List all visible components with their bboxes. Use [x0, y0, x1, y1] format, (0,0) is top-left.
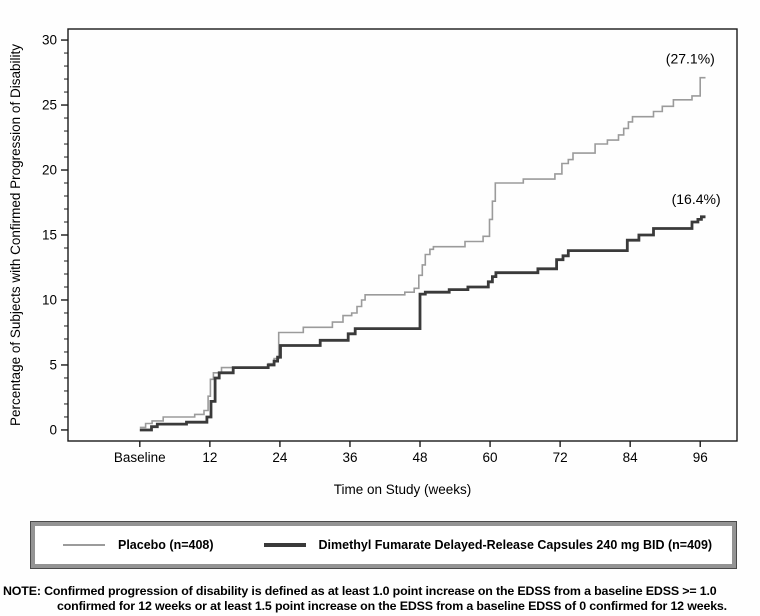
placebo-line-swatch: [63, 544, 105, 546]
legend-item-placebo: Placebo (n=408): [63, 538, 214, 552]
y-tick-label: 15: [42, 228, 57, 243]
footnote: NOTE: Confirmed progression of disabilit…: [3, 584, 758, 614]
dmf-endpoint-label: (16.4%): [672, 191, 721, 207]
placebo-curve: [139, 76, 706, 429]
x-tick-label: 24: [272, 450, 288, 465]
dmf-line-swatch: [263, 543, 306, 547]
legend-box: Placebo (n=408) Dimethyl Fumarate Delaye…: [30, 521, 737, 569]
x-tick-label: 60: [483, 450, 498, 465]
x-tick-label: 96: [693, 450, 708, 465]
x-tick-label: 84: [623, 450, 639, 465]
legend-label-dmf: Dimethyl Fumarate Delayed-Release Capsul…: [318, 538, 713, 552]
y-axis-minor-ticks: [64, 52, 68, 418]
dmf-curve: [139, 215, 706, 432]
y-tick-label: 20: [42, 163, 57, 178]
x-tick-label: Baseline: [114, 450, 166, 465]
legend-label-placebo: Placebo (n=408): [118, 538, 214, 552]
y-tick-label: 5: [49, 357, 57, 372]
placebo-endpoint-label: (27.1%): [666, 50, 715, 66]
footnote-line-1: NOTE: Confirmed progression of disabilit…: [3, 584, 717, 598]
plot-border: [67, 28, 738, 442]
y-tick-label: 10: [42, 292, 57, 307]
x-tick-label: 72: [553, 450, 568, 465]
x-axis-title: Time on Study (weeks): [334, 482, 472, 497]
y-axis-title: Percentage of Subjects with Confirmed Pr…: [8, 44, 23, 426]
x-tick-label: 12: [202, 450, 217, 465]
km-step-chart: 0 5 10 15 20 25 30 Baseline 12 24 36 48 60 72 84 96 Time…: [8, 28, 738, 497]
legend-item-dmf: Dimethyl Fumarate Delayed-Release Capsul…: [263, 538, 713, 552]
x-tick-label: 48: [412, 450, 427, 465]
y-tick-label: 25: [42, 98, 57, 113]
y-tick-label: 30: [42, 33, 57, 48]
x-tick-label: 36: [342, 450, 357, 465]
footnote-line-2: confirmed for 12 weeks or at least 1.5 p…: [57, 599, 727, 614]
y-tick-label: 0: [49, 422, 57, 437]
